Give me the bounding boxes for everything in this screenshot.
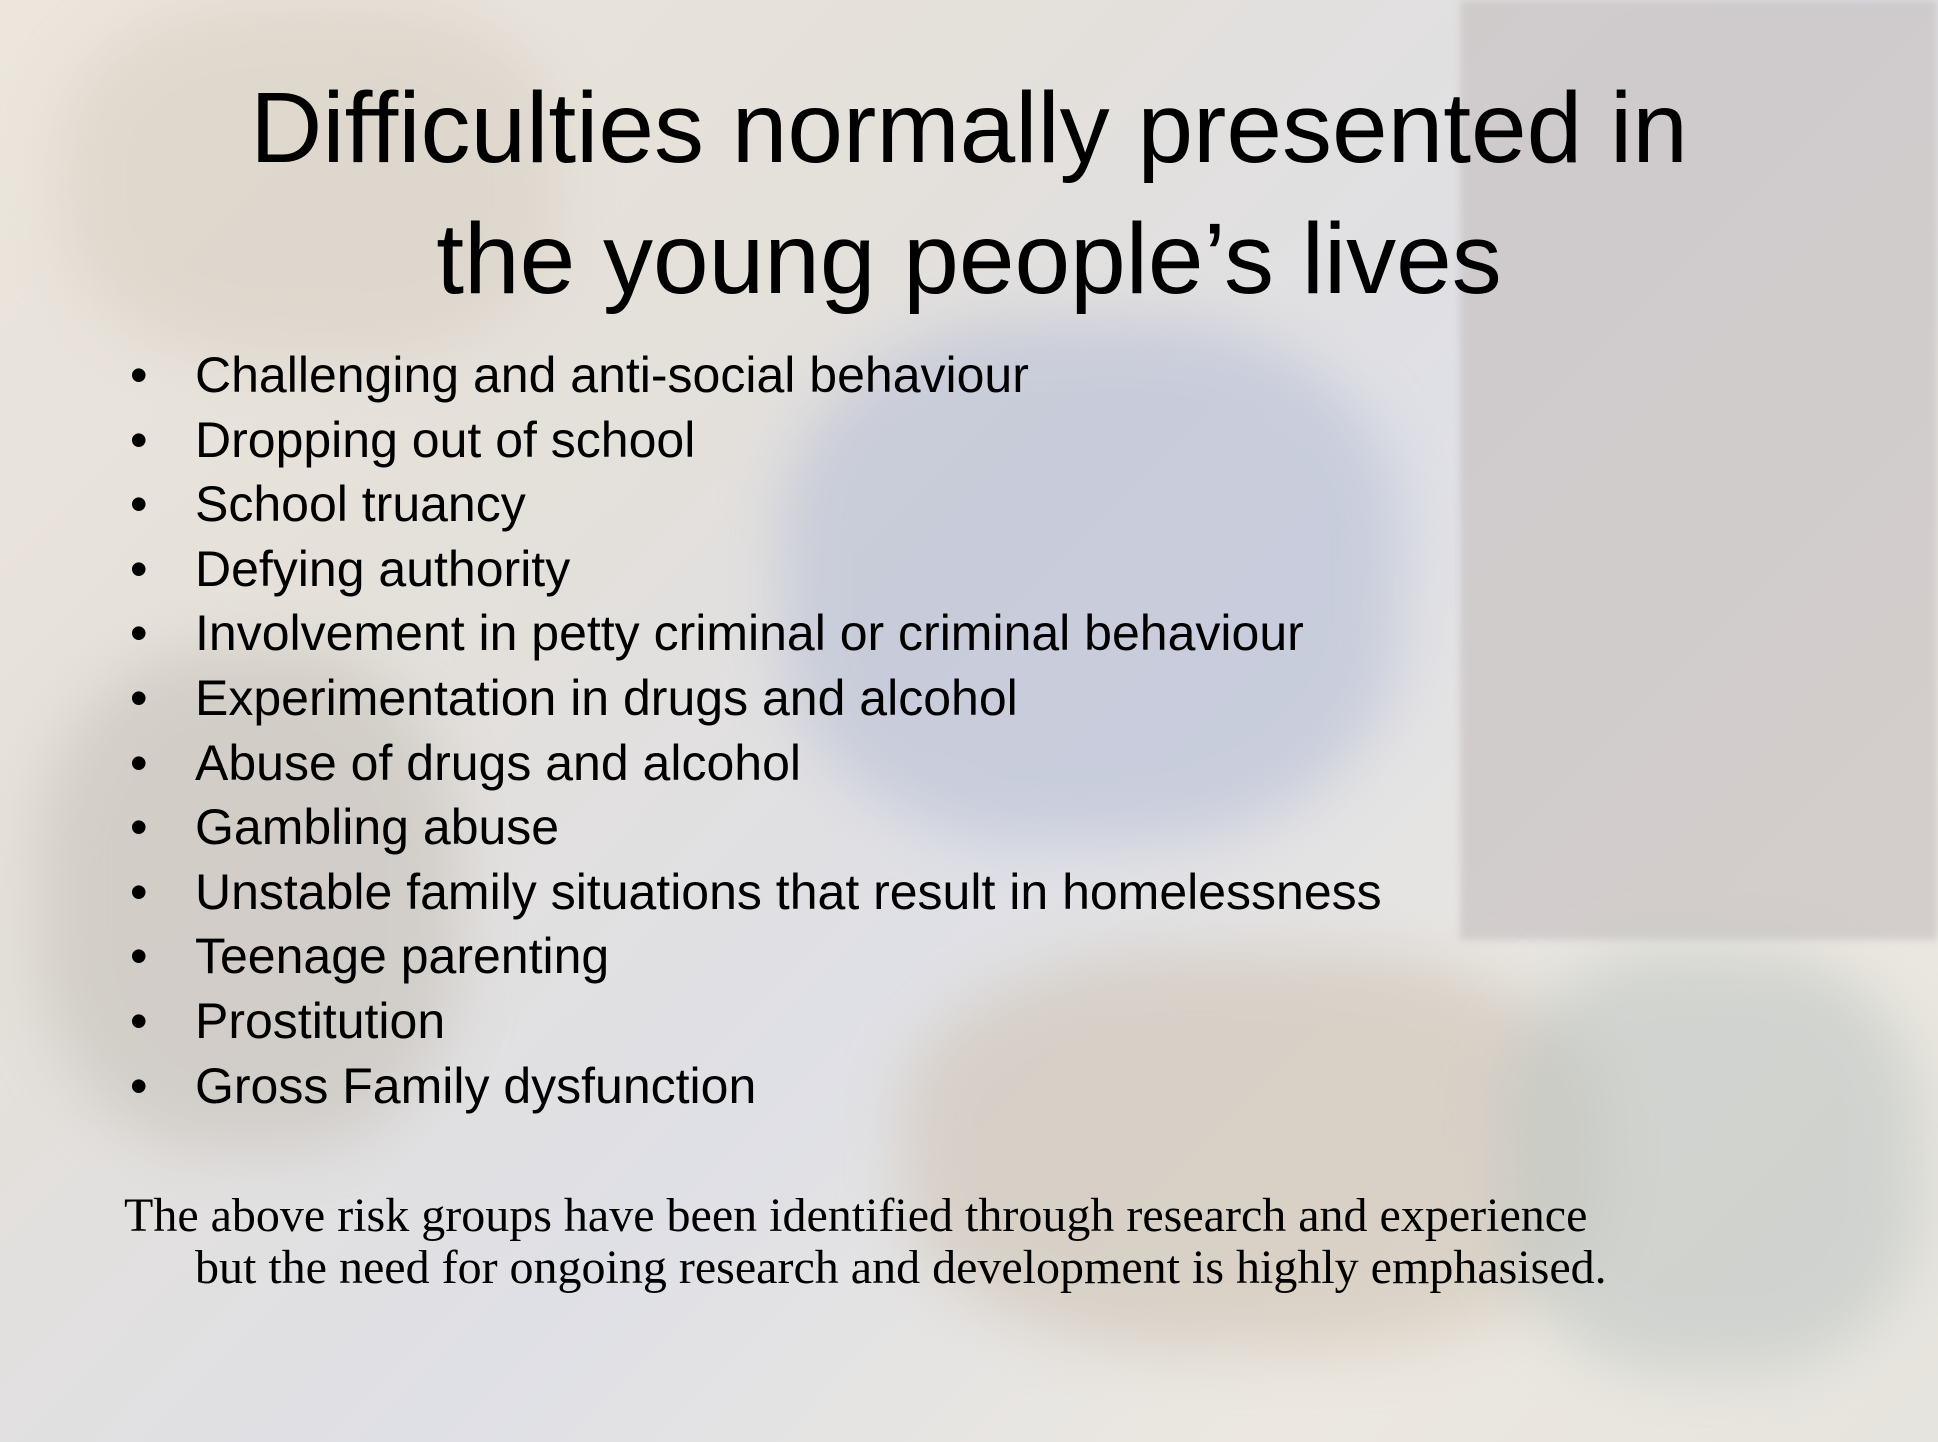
bullet-item: Dropping out of school bbox=[195, 415, 695, 465]
slide: Difficulties normally presented in the yo… bbox=[0, 0, 1938, 1442]
bullet-item: Prostitution bbox=[195, 996, 445, 1046]
bullet-item: Gross Family dysfunction bbox=[195, 1061, 756, 1111]
bullet-item: Gambling abuse bbox=[195, 802, 559, 852]
slide-title: the young people’s lives bbox=[0, 209, 1938, 309]
bullet-item: School truancy bbox=[195, 479, 526, 529]
bullet-item: Unstable family situations that result i… bbox=[195, 867, 1382, 917]
footnote-line: but the need for ongoing research and de… bbox=[195, 1244, 1607, 1292]
bullet-item: Challenging and anti-social behaviour bbox=[195, 350, 1029, 400]
bullet-item: Involvement in petty criminal or crimina… bbox=[195, 608, 1304, 658]
footnote-line: The above risk groups have been identifi… bbox=[124, 1192, 1587, 1240]
bullet-item: Defying authority bbox=[195, 544, 570, 594]
bullet-item: Abuse of drugs and alcohol bbox=[195, 738, 801, 788]
bullet-item: Teenage parenting bbox=[195, 931, 609, 981]
bullet-item: Experimentation in drugs and alcohol bbox=[195, 673, 1018, 723]
slide-title: Difficulties normally presented in bbox=[0, 78, 1938, 178]
photo-area bbox=[1500, 950, 1920, 1370]
